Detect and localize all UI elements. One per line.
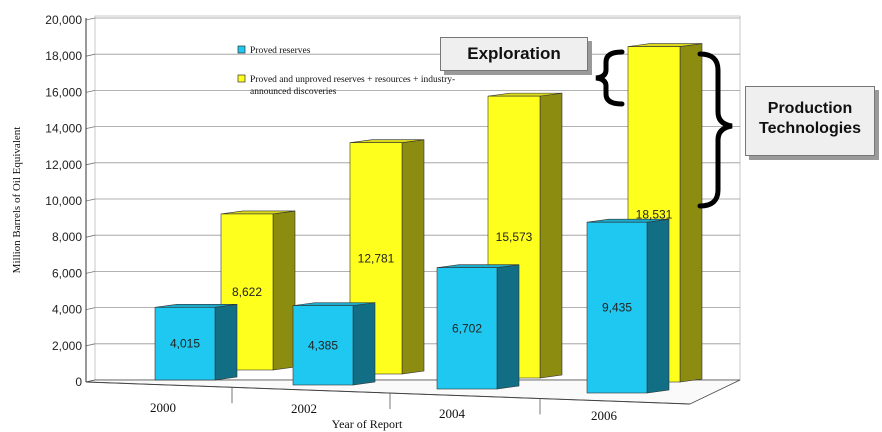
legend-swatch-proved-unproved xyxy=(237,74,246,83)
exploration-label: Exploration xyxy=(467,44,561,63)
x-tick-label: 2000 xyxy=(150,400,176,415)
bar-value-label: 8,622 xyxy=(232,285,262,299)
y-tick-label: 0 xyxy=(75,375,82,389)
y-tick-label: 18,000 xyxy=(45,49,82,63)
x-axis-title: Year of Report xyxy=(332,417,403,431)
bar-proved xyxy=(586,218,670,394)
legend-label-proved: Proved reserves xyxy=(250,46,311,56)
y-tick-label: 20,000 xyxy=(45,13,82,27)
x-tick-label: 2004 xyxy=(439,406,466,421)
bar-proved xyxy=(154,303,238,381)
y-tick-label: 10,000 xyxy=(45,194,82,208)
bar-proved xyxy=(436,264,520,390)
bar-value-label: 12,781 xyxy=(358,251,395,265)
exploration-brace xyxy=(595,49,625,107)
bar-value-label: 15,573 xyxy=(496,230,533,244)
y-tick-label: 4,000 xyxy=(52,303,82,317)
exploration-callout: Exploration xyxy=(440,37,588,71)
production-technologies-callout: Production Technologies xyxy=(745,86,875,156)
production-label-line1: Production xyxy=(767,100,853,117)
y-tick-label: 12,000 xyxy=(45,158,82,172)
bars-layer xyxy=(154,43,703,394)
axis-layer: 0 2,000 4,000 6,000 8,000 10,000 12,000 14,000 1… xyxy=(45,13,691,415)
legend-swatch-proved xyxy=(237,45,246,54)
y-tick-label: 2,000 xyxy=(52,339,82,353)
bar-value-label: 18,531 xyxy=(636,207,673,221)
y-tick-label: 6,000 xyxy=(52,266,82,280)
x-tick-label: 2002 xyxy=(291,401,317,416)
y-tick-label: 16,000 xyxy=(45,85,82,99)
bar-value-label: 4,015 xyxy=(170,337,200,351)
production-brace xyxy=(697,51,733,209)
legend: Proved reserves Proved and unproved rese… xyxy=(237,45,455,97)
bar-proved xyxy=(292,302,376,386)
bar-value-label: 4,385 xyxy=(308,338,338,352)
legend-label-proved-unproved-line2: announced discoveries xyxy=(250,87,337,97)
y-tick-label: 14,000 xyxy=(45,122,82,136)
bar-value-label: 6,702 xyxy=(452,321,482,335)
bar-value-label: 9,435 xyxy=(602,301,632,315)
y-tick-label: 8,000 xyxy=(52,230,82,244)
y-axis-title: Million Barrels of Oil Equivalent xyxy=(11,127,23,274)
legend-label-proved-unproved-line1: Proved and unproved reserves + resources… xyxy=(250,75,455,85)
x-tick-label: 2006 xyxy=(591,408,618,423)
production-label-line2: Technologies xyxy=(759,120,861,137)
labels-layer: 2000 2002 2004 2006 8,622 12,781 15,573 18,531 4… xyxy=(150,207,673,423)
